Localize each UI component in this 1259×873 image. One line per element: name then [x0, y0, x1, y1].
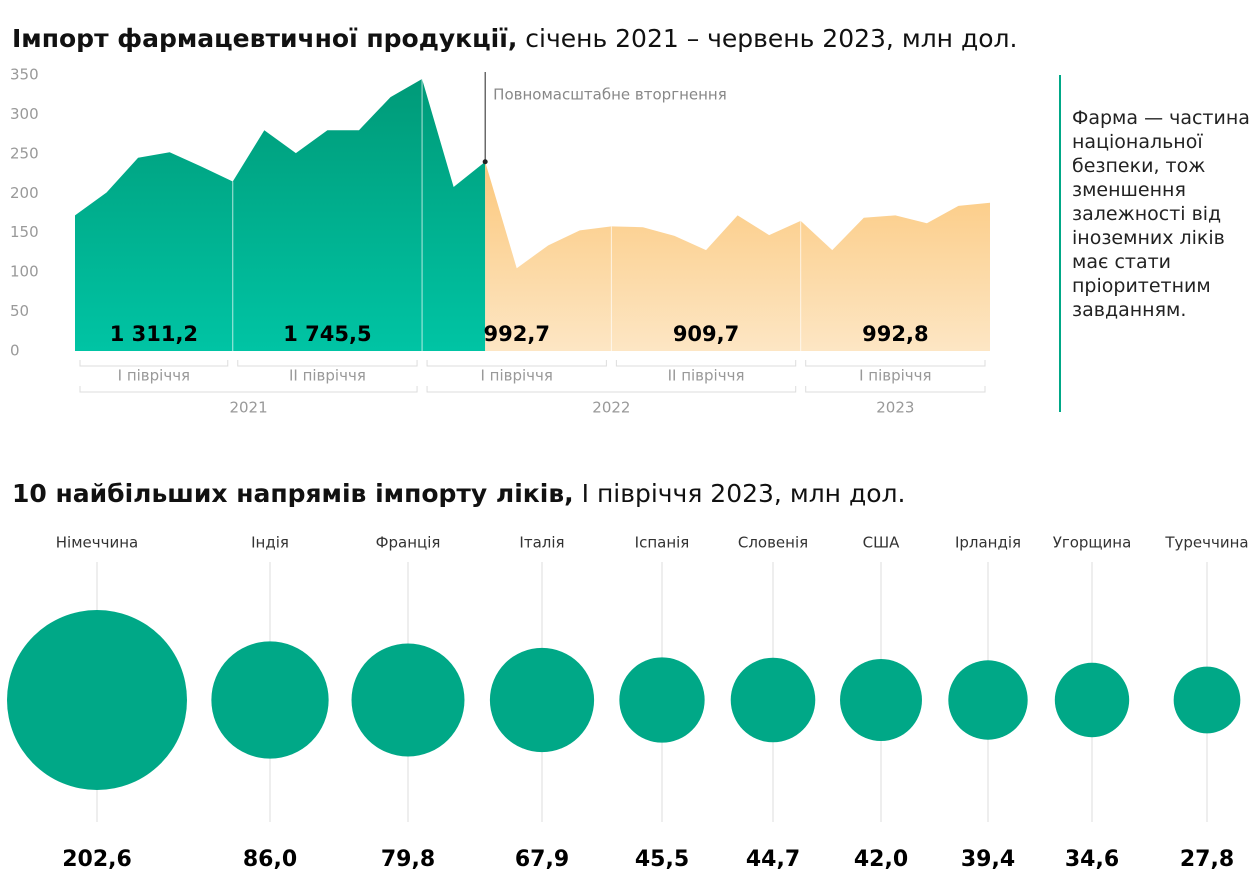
value-label: 34,6	[1065, 847, 1119, 872]
value-label: 67,9	[515, 847, 569, 872]
y-tick-label: 150	[10, 223, 39, 241]
note: Фарма — частина національної безпеки, то…	[1072, 107, 1250, 321]
y-tick-label: 100	[10, 263, 39, 281]
bubble	[840, 659, 922, 741]
y-tick-label: 0	[10, 342, 20, 360]
half-label: І півріччя	[118, 367, 190, 385]
half-bracket	[426, 360, 607, 367]
subtitle: січень 2021 – червень 2023, млн дол.	[525, 24, 1017, 53]
year-label: 2023	[876, 399, 914, 417]
half-label: І півріччя	[859, 367, 931, 385]
value-label: 42,0	[854, 847, 908, 872]
bubble	[619, 657, 705, 743]
bubble	[351, 643, 465, 757]
half-total: 1 311,2	[110, 322, 198, 346]
bubble	[1173, 666, 1241, 734]
value-label: 45,5	[635, 847, 689, 872]
value-label: 86,0	[243, 847, 297, 872]
category-label: Угорщина	[1053, 534, 1132, 552]
half-bracket	[79, 360, 229, 367]
y-tick-label: 350	[10, 66, 39, 84]
bubble	[211, 641, 329, 759]
category-label: Франція	[376, 534, 441, 552]
half-bracket	[615, 360, 797, 367]
year-label: 2022	[592, 399, 630, 417]
year-bracket	[79, 386, 418, 393]
title-bold: Імпорт фармацевтичної продукції,	[12, 24, 517, 53]
category-label: Ірландія	[955, 534, 1021, 552]
category-label: Німеччина	[56, 534, 138, 552]
value-label: 39,4	[961, 847, 1015, 872]
bubble	[489, 647, 595, 753]
year-bracket	[426, 386, 797, 393]
half-total: 992,7	[484, 322, 550, 346]
category-label: США	[863, 534, 901, 552]
half-bracket	[237, 360, 418, 367]
title-bold: 10 найбільших напрямів імпорту ліків,	[12, 479, 574, 508]
y-tick-label: 200	[10, 184, 39, 202]
category-label: Іспанія	[635, 534, 690, 552]
half-total: 909,7	[673, 322, 739, 346]
y-tick-label: 50	[10, 302, 29, 320]
half-label: ІІ півріччя	[289, 367, 366, 385]
value-label: 27,8	[1180, 847, 1234, 872]
half-bracket	[805, 360, 986, 367]
event-label: Повномасштабне вторгнення	[493, 86, 727, 104]
area-before	[75, 78, 486, 351]
chart-title: 10 найбільших напрямів імпорту ліків, І …	[12, 479, 905, 508]
half-total: 992,8	[862, 322, 928, 346]
half-total: 1 745,5	[283, 322, 371, 346]
category-label: Індія	[251, 534, 289, 552]
year-label: 2021	[229, 399, 267, 417]
bubble	[948, 660, 1028, 740]
value-label: 202,6	[62, 847, 132, 872]
category-label: Італія	[519, 534, 564, 552]
chart-title: Імпорт фармацевтичної продукції, січень …	[12, 24, 1017, 53]
half-label: І півріччя	[480, 367, 552, 385]
value-label: 79,8	[381, 847, 435, 872]
bubble	[730, 657, 816, 743]
y-tick-label: 300	[10, 105, 39, 123]
y-tick-label: 250	[10, 144, 39, 162]
event-dot	[482, 159, 488, 165]
subtitle: І півріччя 2023, млн дол.	[582, 479, 906, 508]
half-label: ІІ півріччя	[668, 367, 745, 385]
year-bracket	[805, 386, 986, 393]
category-label: Словенія	[738, 534, 808, 552]
bubble	[1054, 662, 1130, 738]
value-label: 44,7	[746, 847, 800, 872]
category-label: Туреччина	[1164, 534, 1248, 552]
bubble	[7, 610, 187, 790]
